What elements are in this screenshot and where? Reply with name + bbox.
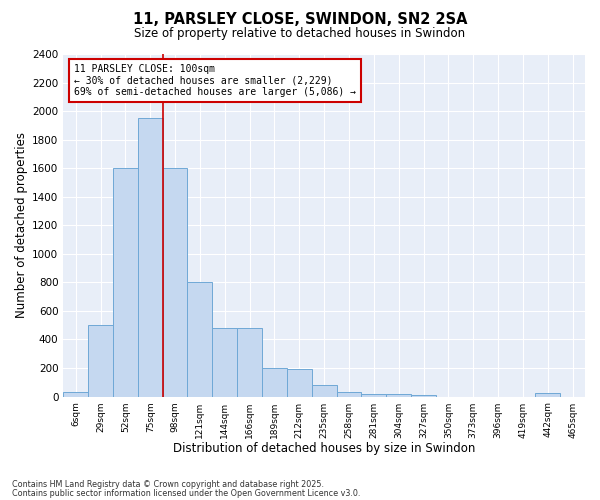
Bar bbox=[337, 392, 361, 396]
Bar bbox=[138, 118, 163, 396]
Bar bbox=[63, 392, 88, 396]
Bar bbox=[386, 394, 411, 396]
Text: 11 PARSLEY CLOSE: 100sqm
← 30% of detached houses are smaller (2,229)
69% of sem: 11 PARSLEY CLOSE: 100sqm ← 30% of detach… bbox=[74, 64, 356, 98]
Bar bbox=[262, 368, 287, 396]
Bar bbox=[113, 168, 138, 396]
Bar bbox=[535, 393, 560, 396]
Text: Size of property relative to detached houses in Swindon: Size of property relative to detached ho… bbox=[134, 28, 466, 40]
Bar bbox=[312, 385, 337, 396]
Bar bbox=[287, 369, 312, 396]
Bar bbox=[361, 394, 386, 396]
Bar bbox=[187, 282, 212, 397]
Y-axis label: Number of detached properties: Number of detached properties bbox=[15, 132, 28, 318]
X-axis label: Distribution of detached houses by size in Swindon: Distribution of detached houses by size … bbox=[173, 442, 475, 455]
Bar bbox=[237, 328, 262, 396]
Bar bbox=[212, 328, 237, 396]
Bar bbox=[163, 168, 187, 396]
Bar bbox=[88, 325, 113, 396]
Text: 11, PARSLEY CLOSE, SWINDON, SN2 2SA: 11, PARSLEY CLOSE, SWINDON, SN2 2SA bbox=[133, 12, 467, 28]
Bar bbox=[411, 395, 436, 396]
Text: Contains public sector information licensed under the Open Government Licence v3: Contains public sector information licen… bbox=[12, 488, 361, 498]
Text: Contains HM Land Registry data © Crown copyright and database right 2025.: Contains HM Land Registry data © Crown c… bbox=[12, 480, 324, 489]
